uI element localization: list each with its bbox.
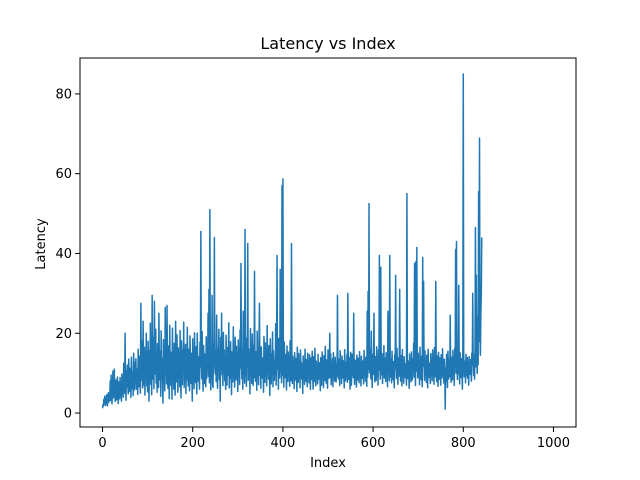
x-tick-label: 600 (361, 436, 386, 451)
plot-frame (79, 57, 577, 428)
y-axis: 0 20 40 60 80 (55, 87, 80, 422)
series-line-0 (101, 73, 483, 410)
y-tick-label: 80 (55, 87, 72, 102)
x-tick-label: 400 (270, 436, 295, 451)
x-tick-label: 200 (180, 436, 205, 451)
y-tick-label: 0 (64, 407, 72, 422)
y-tick-label: 20 (55, 327, 72, 342)
plot-area (79, 57, 577, 428)
y-tick-label: 40 (55, 247, 72, 262)
x-tick-label: 0 (98, 436, 106, 451)
x-axis-label: Index (310, 456, 346, 471)
y-axis-label: Latency (34, 218, 49, 270)
x-tick-label: 800 (451, 436, 476, 451)
chart-title: Latency vs Index (260, 34, 395, 53)
x-axis: 0 200 400 600 800 1000 (98, 427, 570, 451)
y-tick-label: 60 (55, 167, 72, 182)
x-tick-label: 1000 (537, 436, 570, 451)
